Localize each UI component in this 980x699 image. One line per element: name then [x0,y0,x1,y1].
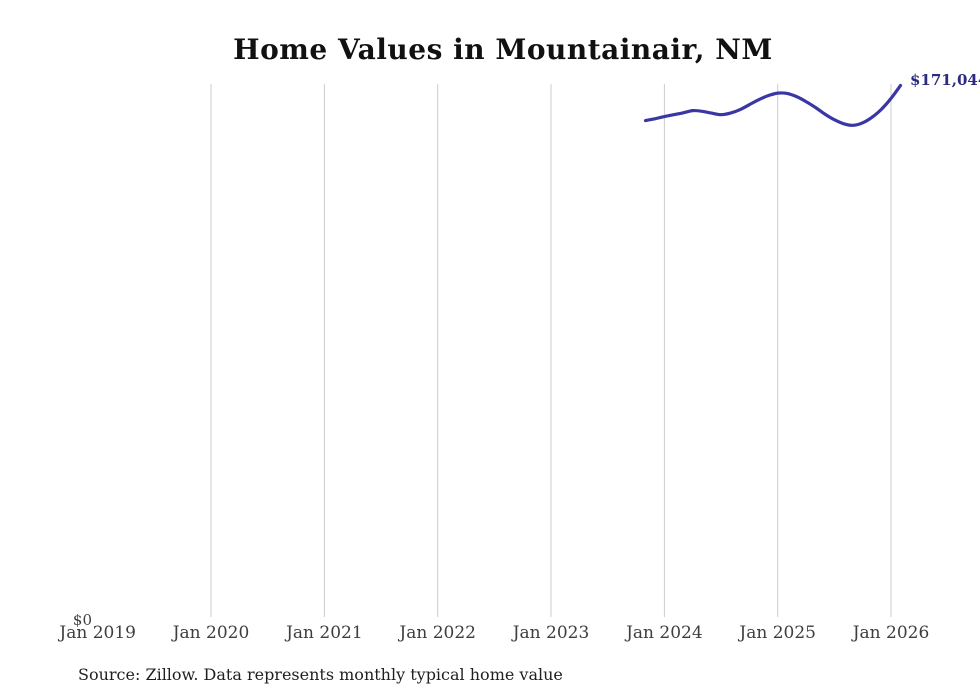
x-axis-label: Jan 2022 [399,623,476,643]
chart-title: Home Values in Mountainair, NM [233,33,773,66]
x-axis-label: Jan 2020 [172,623,250,643]
x-axis-label: Jan 2025 [739,623,816,643]
last-value-label: $171,044 [910,71,980,89]
y-axis-zero-label: $0 [72,611,92,629]
home-value-line [643,83,903,127]
gridline-group [210,84,892,617]
x-axis-label: Jan 2019 [59,623,136,643]
x-axis-label: Jan 2024 [626,623,703,643]
x-axis-label: Jan 2023 [512,623,590,643]
source-note: Source: Zillow. Data represents monthly … [78,665,563,684]
x-axis-label: Jan 2026 [852,623,930,643]
x-axis-label: Jan 2021 [286,623,363,643]
